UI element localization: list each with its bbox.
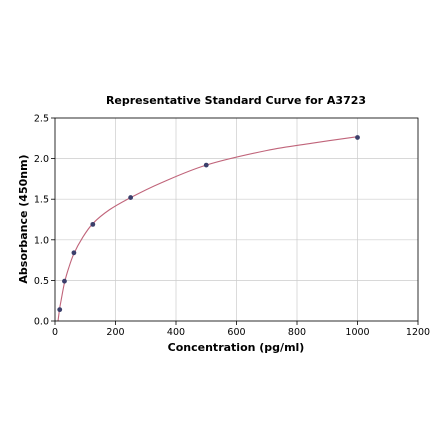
x-tick-label: 1200 (406, 327, 430, 338)
grid-lines (54, 117, 419, 322)
data-point (57, 307, 63, 313)
data-points (57, 135, 360, 313)
x-tick-label: 200 (106, 327, 124, 338)
x-tick-label: 600 (227, 327, 245, 338)
y-tick-label: 0.5 (34, 276, 49, 287)
chart-title: Representative Standard Curve for A3723 (106, 94, 366, 107)
data-point (62, 278, 67, 284)
y-tick-label: 0.0 (34, 317, 49, 328)
x-ticks: 0 200 400 600 800 1000 1200 (52, 321, 430, 338)
y-tick-label: 1.5 (34, 195, 49, 206)
y-ticks: 0.0 0.5 1.0 1.5 2.0 2.5 (34, 114, 55, 328)
data-point (203, 162, 209, 168)
y-tick-label: 1.0 (34, 235, 49, 246)
x-tick-label: 800 (288, 327, 306, 338)
x-tick-label: 0 (52, 327, 58, 338)
data-point (90, 221, 96, 227)
data-point (355, 135, 360, 140)
data-point (128, 195, 134, 200)
y-tick-label: 2.0 (34, 154, 49, 165)
y-tick-label: 2.5 (34, 114, 49, 125)
data-point (71, 250, 77, 256)
y-axis-label: Absorbance (450nm) (17, 154, 30, 283)
x-axis-label: Concentration (pg/ml) (168, 341, 305, 354)
x-tick-label: 1000 (345, 327, 369, 338)
x-tick-label: 400 (167, 327, 185, 338)
